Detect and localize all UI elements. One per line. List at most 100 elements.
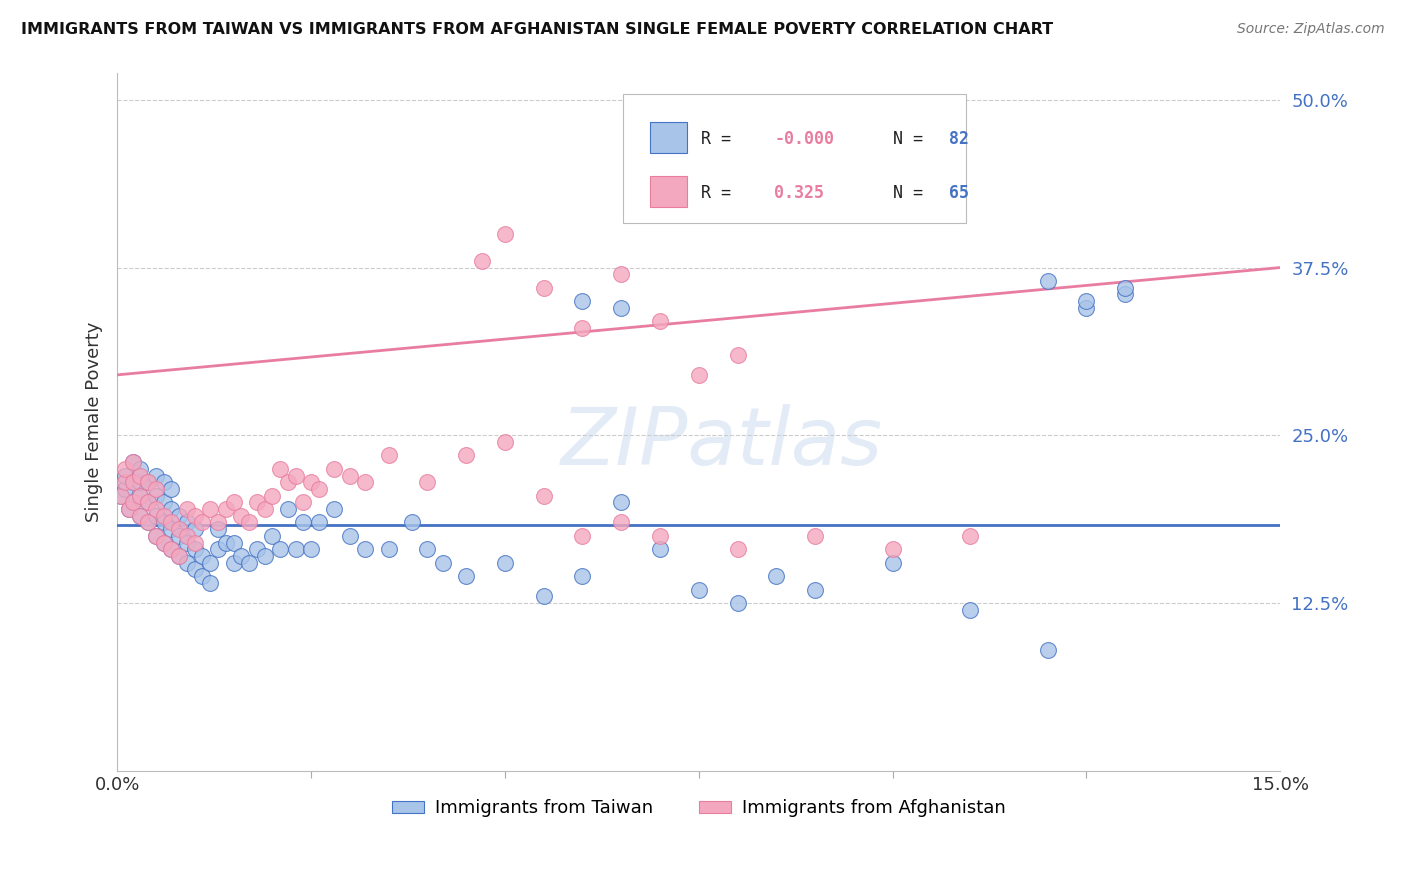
Point [167, 549, 190, 563]
FancyBboxPatch shape [623, 94, 966, 223]
Point [494, 434, 516, 449]
Point [167, 522, 190, 536]
Point [121, 475, 143, 490]
Point [160, 522, 183, 536]
Point [533, 589, 555, 603]
Point [377, 542, 399, 557]
Point [804, 582, 827, 597]
Point [136, 516, 159, 530]
Point [129, 462, 152, 476]
Point [167, 508, 190, 523]
Point [121, 495, 143, 509]
Point [160, 516, 183, 530]
Point [571, 569, 593, 583]
Point [200, 502, 222, 516]
Point [118, 502, 141, 516]
Point [246, 495, 269, 509]
Point [269, 462, 291, 476]
Text: R =: R = [702, 130, 741, 148]
Point [238, 556, 260, 570]
Point [401, 516, 423, 530]
Point [129, 508, 152, 523]
Point [292, 495, 315, 509]
Point [1036, 643, 1059, 657]
Point [299, 475, 322, 490]
Point [184, 562, 207, 576]
Point [471, 253, 494, 268]
Point [222, 556, 245, 570]
Point [114, 475, 136, 490]
Point [882, 542, 904, 557]
Point [610, 516, 633, 530]
Point [277, 502, 299, 516]
Point [184, 508, 207, 523]
Point [152, 495, 174, 509]
Point [114, 468, 136, 483]
Point [648, 542, 671, 557]
Point [136, 495, 159, 509]
Point [167, 549, 190, 563]
Point [176, 529, 198, 543]
Point [262, 489, 284, 503]
Point [191, 516, 214, 530]
Point [222, 535, 245, 549]
Point [456, 569, 478, 583]
Point [253, 549, 276, 563]
Point [176, 516, 198, 530]
Point [610, 267, 633, 281]
Point [176, 502, 198, 516]
Point [610, 495, 633, 509]
Point [284, 468, 307, 483]
Point [152, 535, 174, 549]
Text: -0.000: -0.000 [775, 130, 834, 148]
Point [571, 529, 593, 543]
Bar [650, 176, 688, 207]
Point [253, 502, 276, 516]
Point [145, 468, 167, 483]
Text: ZIPatlas: ZIPatlas [561, 404, 883, 482]
Point [129, 468, 152, 483]
Point [277, 475, 299, 490]
Point [416, 475, 439, 490]
Point [354, 475, 377, 490]
Point [121, 455, 143, 469]
Point [533, 280, 555, 294]
Point [160, 542, 183, 557]
Point [129, 508, 152, 523]
Point [246, 542, 269, 557]
Point [145, 508, 167, 523]
Point [145, 482, 167, 496]
Point [215, 502, 238, 516]
Point [176, 556, 198, 570]
Point [804, 529, 827, 543]
Point [129, 475, 152, 490]
Point [323, 502, 346, 516]
Point [959, 529, 981, 543]
Point [292, 516, 315, 530]
Point [648, 529, 671, 543]
Point [136, 495, 159, 509]
Point [238, 516, 260, 530]
Point [231, 549, 253, 563]
Point [1076, 294, 1098, 309]
Point [882, 556, 904, 570]
Point [299, 542, 322, 557]
Text: 65: 65 [949, 184, 969, 202]
Point [727, 542, 749, 557]
Point [129, 489, 152, 503]
Point [416, 542, 439, 557]
Legend: Immigrants from Taiwan, Immigrants from Afghanistan: Immigrants from Taiwan, Immigrants from … [385, 792, 1012, 824]
Point [308, 516, 330, 530]
Text: Source: ZipAtlas.com: Source: ZipAtlas.com [1237, 22, 1385, 37]
Point [167, 529, 190, 543]
Point [284, 542, 307, 557]
Point [145, 529, 167, 543]
Point [207, 522, 229, 536]
Text: N =: N = [873, 184, 934, 202]
Point [136, 475, 159, 490]
Point [727, 596, 749, 610]
Point [269, 542, 291, 557]
Y-axis label: Single Female Poverty: Single Female Poverty [86, 322, 103, 522]
Point [494, 556, 516, 570]
Point [494, 227, 516, 241]
